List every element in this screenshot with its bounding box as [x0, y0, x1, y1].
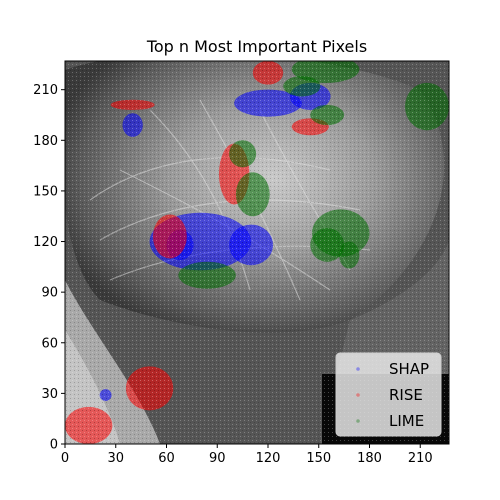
legend: SHAP RISE LIME — [335, 352, 442, 437]
lime-region-texture-4 — [178, 261, 236, 289]
overlay-regions — [65, 61, 449, 444]
x-tick-label-120: 120 — [256, 451, 281, 466]
x-tick-label-90: 90 — [209, 451, 226, 466]
shap-region-texture-6 — [122, 113, 143, 137]
y-tick-label-210: 210 — [33, 83, 58, 98]
shap-region-texture-7 — [99, 389, 112, 401]
y-tick-label-0: 0 — [50, 438, 58, 453]
y-tick-label-90: 90 — [41, 286, 58, 301]
plot-frame — [64, 60, 450, 445]
y-tick-label-150: 150 — [33, 184, 58, 199]
y-tick-label-180: 180 — [33, 134, 58, 149]
rise-region-texture-2 — [125, 366, 174, 411]
series-lime — [178, 61, 449, 289]
legend-marker-rise — [356, 393, 360, 397]
legend-marker-lime — [356, 419, 360, 423]
rise-region-texture-3 — [152, 214, 187, 259]
rise-region-texture-6 — [252, 61, 284, 85]
x-tick-label-180: 180 — [357, 451, 382, 466]
series-rise — [65, 61, 329, 444]
shap-region-texture-4 — [234, 89, 302, 117]
lime-region-texture-5 — [235, 172, 270, 217]
chart-title: Top n Most Important Pixels — [146, 37, 367, 56]
lime-region-texture-6 — [229, 140, 257, 168]
legend-label-shap: SHAP — [389, 360, 429, 378]
y-tick-label-30: 30 — [41, 387, 58, 402]
rise-region-texture-1 — [65, 406, 113, 444]
legend-marker-shap — [356, 367, 360, 371]
lime-region-texture-2 — [310, 227, 345, 262]
x-tick-label-60: 60 — [158, 451, 175, 466]
lime-region-texture-3 — [339, 241, 360, 269]
lime-region-texture-7 — [405, 82, 449, 131]
lime-region-texture-9 — [283, 76, 321, 97]
lime-region-texture-10 — [310, 104, 345, 126]
x-tick-label-0: 0 — [61, 451, 69, 466]
x-tick-label-30: 30 — [107, 451, 124, 466]
legend-box — [335, 352, 442, 437]
y-tick-label-120: 120 — [33, 235, 58, 250]
shap-region-texture-2 — [229, 224, 274, 266]
x-axis: 0 30 60 90 120 150 180 210 — [61, 444, 433, 466]
y-tick-label-60: 60 — [41, 336, 58, 351]
x-tick-label-210: 210 — [408, 451, 433, 466]
y-axis: 0 30 60 90 120 150 180 210 — [33, 83, 65, 453]
rise-region-texture-5 — [110, 99, 155, 110]
legend-label-rise: RISE — [389, 386, 423, 404]
legend-label-lime: LIME — [389, 412, 424, 430]
x-tick-label-150: 150 — [306, 451, 331, 466]
